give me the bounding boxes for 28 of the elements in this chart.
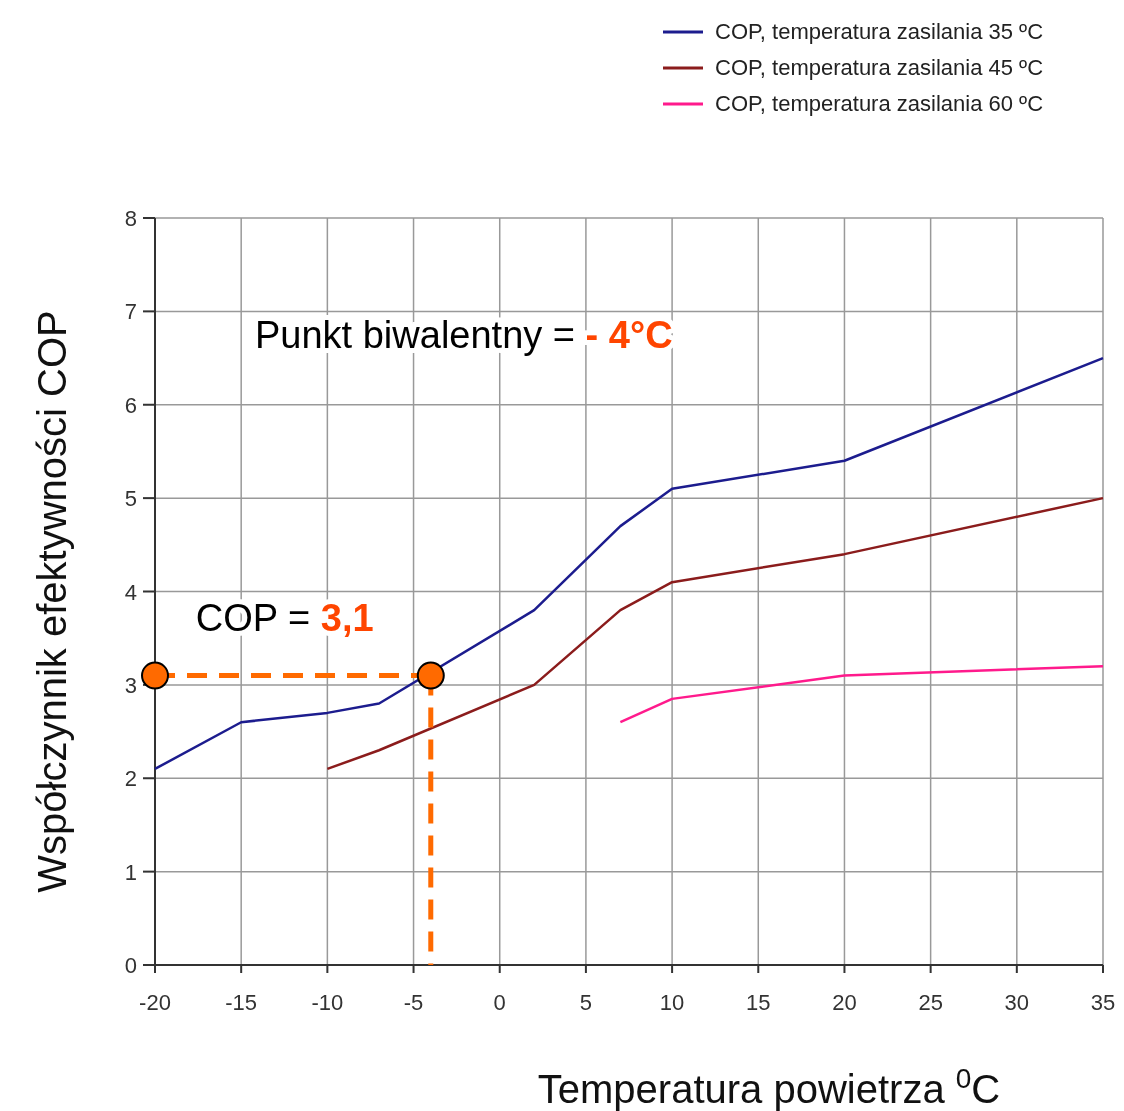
x-tick-label: -10 <box>311 990 344 1015</box>
y-tick-label: 8 <box>124 206 137 231</box>
y-tick-label: 1 <box>124 859 137 885</box>
x-tick-label: 10 <box>659 990 685 1015</box>
y-tick-label: 4 <box>124 579 137 605</box>
y-tick-label: 7 <box>124 299 137 325</box>
x-tick-label: 35 <box>1090 990 1116 1015</box>
x-tick-label: 30 <box>1004 990 1030 1015</box>
legend-label: COP, temperatura zasilania 45 ºC <box>715 55 1044 80</box>
y-tick-label: 2 <box>124 766 137 792</box>
legend-label: COP, temperatura zasilania 60 ºC <box>715 91 1044 116</box>
y-tick-label: 5 <box>124 486 137 512</box>
x-tick-label: -5 <box>403 990 424 1015</box>
x-tick-label: 0 <box>493 990 506 1015</box>
annotation: COP = 3,1 <box>195 596 374 639</box>
x-tick-label: -15 <box>225 990 258 1015</box>
x-tick-label: -20 <box>139 990 171 1015</box>
x-tick-label: 15 <box>746 990 771 1015</box>
y-tick-label: 6 <box>124 392 137 418</box>
y-tick-label: 0 <box>124 953 137 978</box>
x-tick-label: 5 <box>579 990 593 1015</box>
x-axis-title: Temperatura powietrza $^{0}$C <box>537 1062 1001 1111</box>
annotation: Punkt biwalentny = - 4°C <box>255 314 673 356</box>
x-tick-label: 25 <box>918 990 943 1015</box>
y-axis-title: Współczynnik efektywności COP <box>30 310 74 893</box>
y-tick-label: 3 <box>124 672 137 698</box>
legend-label: COP, temperatura zasilania 35 ºC <box>715 19 1044 44</box>
x-tick-label: 20 <box>832 990 857 1015</box>
